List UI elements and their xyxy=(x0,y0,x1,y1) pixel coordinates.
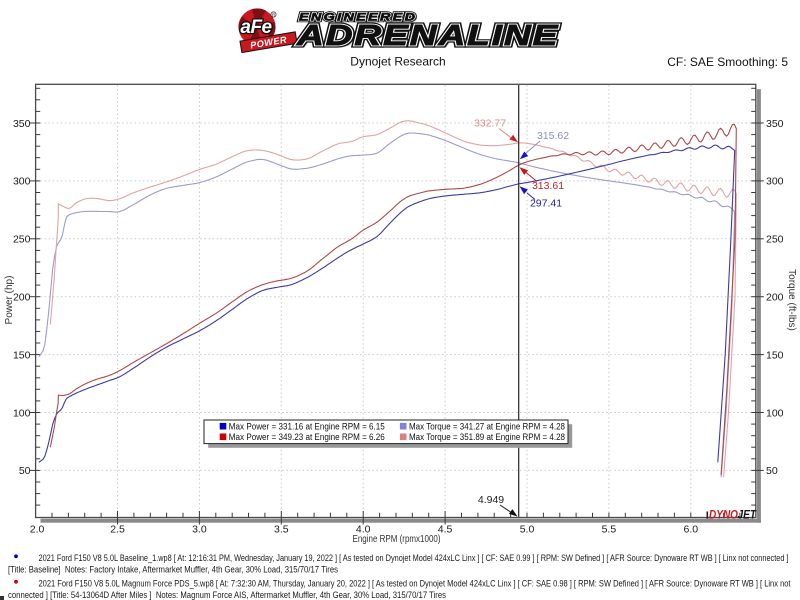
svg-text:Power (hp): Power (hp) xyxy=(4,276,15,325)
svg-text:3.5: 3.5 xyxy=(274,524,289,536)
svg-text:ENGINEERED: ENGINEERED xyxy=(301,12,419,25)
svg-text:JET: JET xyxy=(738,509,757,521)
svg-text:150: 150 xyxy=(766,349,784,361)
svg-text:200: 200 xyxy=(766,292,784,304)
svg-text:[Title: Baseline] Notes: Fact: [Title: Baseline] Notes: Factory Intake,… xyxy=(8,564,338,574)
svg-text:350: 350 xyxy=(13,118,31,130)
svg-text:ADRENALINE: ADRENALINE xyxy=(296,20,559,52)
svg-text:250: 250 xyxy=(13,234,31,246)
svg-text:CF: SAE Smoothing: 5: CF: SAE Smoothing: 5 xyxy=(667,55,788,69)
svg-text:ADRENALINE: ADRENALINE xyxy=(296,20,559,52)
svg-text:ADRENALINE: ADRENALINE xyxy=(296,20,559,52)
svg-text:350: 350 xyxy=(766,118,784,130)
svg-text:2021 Ford F150 V8 5.0L Baselin: 2021 Ford F150 V8 5.0L Baseline_1.wp8 [ … xyxy=(39,553,789,563)
svg-text:50: 50 xyxy=(19,465,31,477)
svg-text:315.62: 315.62 xyxy=(537,130,569,142)
svg-text:5.0: 5.0 xyxy=(520,524,535,536)
svg-text:200: 200 xyxy=(13,292,31,304)
svg-text:250: 250 xyxy=(766,234,784,246)
svg-text:4.5: 4.5 xyxy=(438,524,453,536)
svg-text:aFe: aFe xyxy=(240,17,272,38)
svg-text:4.0: 4.0 xyxy=(356,524,371,536)
svg-text:150: 150 xyxy=(13,349,31,361)
svg-text:ENGINEERED: ENGINEERED xyxy=(299,10,417,23)
svg-text:Max Power = 331.16 at Engine R: Max Power = 331.16 at Engine RPM = 6.15 xyxy=(229,421,385,431)
svg-text:Engine RPM (rpmx1000): Engine RPM (rpmx1000) xyxy=(353,534,441,545)
svg-text:313.61: 313.61 xyxy=(532,180,564,192)
svg-text:3.0: 3.0 xyxy=(192,524,207,536)
svg-text:connected ] [Title: 54-13064D: connected ] [Title: 54-13064D After Mile… xyxy=(8,590,446,600)
svg-text:R: R xyxy=(272,13,276,18)
svg-text:ADRENALINE: ADRENALINE xyxy=(299,22,562,54)
svg-text:ENGINEERED: ENGINEERED xyxy=(299,10,417,23)
svg-text:2.0: 2.0 xyxy=(30,524,45,536)
svg-text:4.949: 4.949 xyxy=(478,494,504,506)
svg-text:Dynojet Research: Dynojet Research xyxy=(350,55,445,69)
svg-text:300: 300 xyxy=(766,176,784,188)
svg-text:DYNO: DYNO xyxy=(709,509,738,521)
svg-text:ENGINEERED: ENGINEERED xyxy=(299,10,417,23)
svg-text:300: 300 xyxy=(13,176,31,188)
svg-text:Max Torque = 341.27 at Engine: Max Torque = 341.27 at Engine RPM = 4.28 xyxy=(409,421,565,431)
svg-text:100: 100 xyxy=(13,407,31,419)
svg-text:Max Power = 349.23 at Engine R: Max Power = 349.23 at Engine RPM = 6.26 xyxy=(229,432,385,442)
svg-text:2.5: 2.5 xyxy=(110,524,125,536)
svg-text:Torque (ft-lbs): Torque (ft-lbs) xyxy=(786,269,797,331)
svg-text:2021 Ford F150 V8 5.0L Magnum: 2021 Ford F150 V8 5.0L Magnum Force PDS_… xyxy=(39,578,791,588)
svg-text:5.5: 5.5 xyxy=(602,524,617,536)
svg-text:332.77: 332.77 xyxy=(474,118,506,130)
svg-text:100: 100 xyxy=(766,407,784,419)
svg-text:6.0: 6.0 xyxy=(683,524,698,536)
svg-text:Max Torque = 351.89 at Engine: Max Torque = 351.89 at Engine RPM = 4.28 xyxy=(409,432,565,442)
svg-text:50: 50 xyxy=(766,465,778,477)
svg-text:297.41: 297.41 xyxy=(530,198,562,210)
